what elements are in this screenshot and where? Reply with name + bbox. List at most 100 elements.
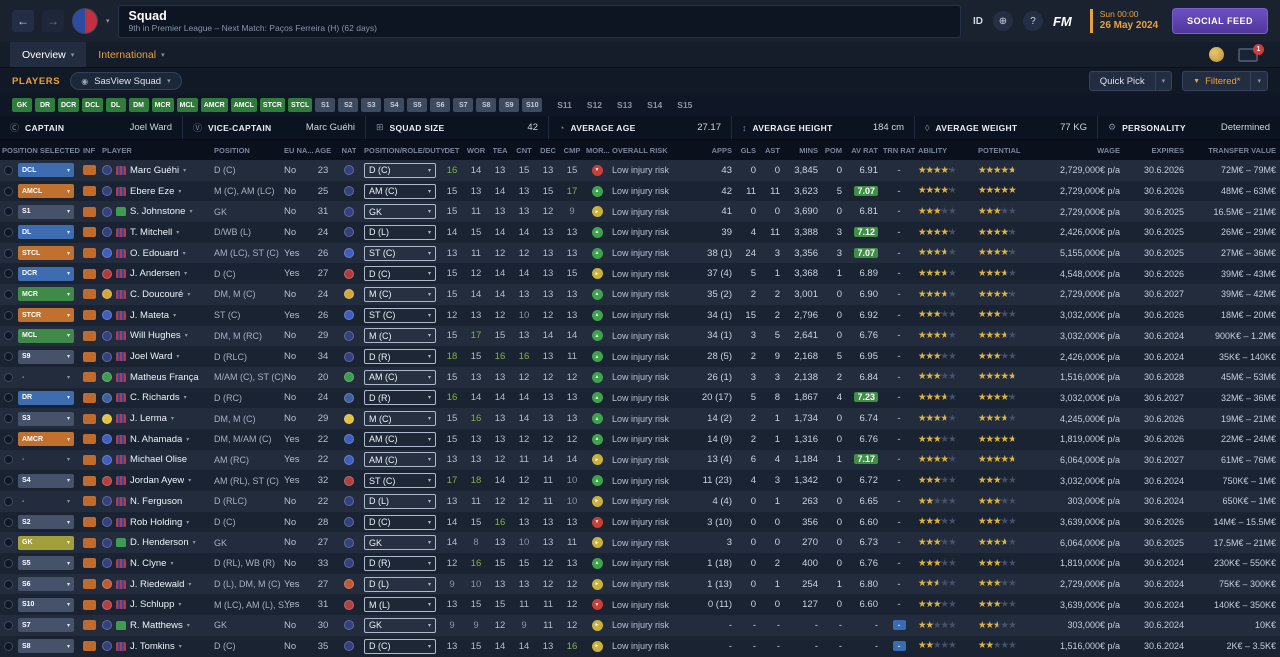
info-flag-icon[interactable] <box>82 268 96 279</box>
help-icon[interactable]: ? <box>1022 11 1043 31</box>
player-cell[interactable]: N. Clyne ▾ <box>100 558 212 569</box>
slot-label-s12[interactable]: S12 <box>586 100 603 110</box>
position-selected-dropdown[interactable]: DCL ▾ <box>18 163 74 178</box>
position-selected-dropdown[interactable]: S8 ▾ <box>18 639 74 654</box>
slot-filter-chip-s5[interactable]: S5 <box>407 98 428 112</box>
position-selected-dropdown[interactable]: S4 ▾ <box>18 473 74 488</box>
inbox-monitor-icon[interactable]: 1 <box>1238 43 1264 62</box>
position-filter-chip-mcr[interactable]: MCR <box>151 98 174 112</box>
info-flag-icon[interactable] <box>82 227 96 238</box>
position-filter-chip-amcl[interactable]: AMCL <box>230 98 257 112</box>
player-cell[interactable]: S. Johnstone ▾ <box>100 206 212 217</box>
quick-pick-chevron[interactable]: ▾ <box>1155 71 1173 91</box>
row-select-checkbox[interactable] <box>3 207 13 217</box>
info-flag-icon[interactable] <box>82 454 96 465</box>
player-cell[interactable]: J. Andersen ▾ <box>100 268 212 279</box>
position-selected-dropdown[interactable]: AMCR ▾ <box>18 432 74 447</box>
role-duty-dropdown[interactable]: D (C) ▾ <box>364 514 436 530</box>
position-selected-dropdown[interactable]: STCR ▾ <box>18 308 74 323</box>
role-duty-dropdown[interactable]: AM (C) ▾ <box>364 369 436 385</box>
role-duty-dropdown[interactable]: GK ▾ <box>364 535 436 551</box>
column-header-position-selected[interactable]: POSITION SELECTED <box>2 145 80 155</box>
quick-pick-button[interactable]: Quick Pick <box>1088 71 1156 91</box>
info-value-vice-captain[interactable]: Marc Guéhi <box>305 122 355 133</box>
player-cell[interactable]: J. Riedewald ▾ <box>100 579 212 590</box>
role-duty-dropdown[interactable]: D (C) ▾ <box>364 638 436 654</box>
row-select-checkbox[interactable] <box>3 269 13 279</box>
column-header-transfer-value[interactable]: TRANSFER VALUE <box>1208 145 1276 155</box>
globe-icon[interactable]: ⊕ <box>992 11 1013 31</box>
column-header-potential[interactable]: POTENTIAL <box>978 145 1021 155</box>
row-select-checkbox[interactable] <box>3 517 13 527</box>
slot-filter-chip-s10[interactable]: S10 <box>522 98 543 112</box>
row-select-checkbox[interactable] <box>3 434 13 444</box>
info-flag-icon[interactable] <box>82 599 96 610</box>
player-cell[interactable]: Matheus França <box>100 372 212 383</box>
position-selected-dropdown[interactable]: MCL ▾ <box>18 328 74 343</box>
slot-label-s14[interactable]: S14 <box>647 100 663 110</box>
position-filter-chip-stcr[interactable]: STCR <box>259 98 285 112</box>
position-selected-dropdown[interactable]: - ▾ <box>18 370 74 384</box>
player-cell[interactable]: J. Schlupp ▾ <box>100 599 212 610</box>
role-duty-dropdown[interactable]: D (L) ▾ <box>364 576 436 592</box>
position-selected-dropdown[interactable]: DCR ▾ <box>18 266 74 281</box>
row-select-checkbox[interactable] <box>3 289 13 299</box>
info-flag-icon[interactable] <box>82 558 96 569</box>
role-duty-dropdown[interactable]: GK ▾ <box>364 204 436 220</box>
info-flag-icon[interactable] <box>82 579 96 590</box>
role-duty-dropdown[interactable]: M (C) ▾ <box>364 286 436 302</box>
role-duty-dropdown[interactable]: M (C) ▾ <box>364 411 436 427</box>
role-duty-dropdown[interactable]: ST (C) ▾ <box>364 245 436 261</box>
filter-chevron[interactable]: ▾ <box>1251 71 1268 91</box>
player-cell[interactable]: Ebere Eze ▾ <box>100 186 212 197</box>
role-duty-dropdown[interactable]: D (L) ▾ <box>364 224 436 240</box>
info-flag-icon[interactable] <box>82 310 96 321</box>
player-cell[interactable]: Jordan Ayew ▾ <box>100 475 212 486</box>
slot-filter-chip-s6[interactable]: S6 <box>430 98 451 112</box>
info-value-captain[interactable]: Joel Ward <box>129 122 172 133</box>
info-flag-icon[interactable] <box>82 475 96 486</box>
filter-button[interactable]: ▼ Filtered* <box>1182 71 1252 91</box>
player-cell[interactable]: J. Lerma ▾ <box>100 413 212 424</box>
position-filter-chip-dm[interactable]: DM <box>128 98 149 112</box>
column-header-position-role-duty[interactable]: POSITION/ROLE/DUTY <box>364 145 446 155</box>
player-cell[interactable]: R. Matthews ▾ <box>100 620 212 631</box>
role-duty-dropdown[interactable]: AM (C) ▾ <box>364 183 436 199</box>
row-select-checkbox[interactable] <box>3 186 13 196</box>
info-flag-icon[interactable] <box>82 537 96 548</box>
row-select-checkbox[interactable] <box>3 165 13 175</box>
row-select-checkbox[interactable] <box>3 579 13 589</box>
position-selected-dropdown[interactable]: GK ▾ <box>18 535 74 550</box>
role-duty-dropdown[interactable]: ST (C) ▾ <box>364 307 436 323</box>
row-select-checkbox[interactable] <box>3 558 13 568</box>
column-header-ability[interactable]: ABILITY <box>918 145 948 155</box>
column-header-overall-risk[interactable]: OVERALL RISK <box>612 145 668 155</box>
position-filter-chip-amcr[interactable]: AMCR <box>200 98 228 112</box>
slot-filter-chip-s2[interactable]: S2 <box>338 98 359 112</box>
row-select-checkbox[interactable] <box>3 641 13 651</box>
column-header-apps[interactable]: APPS <box>711 145 732 155</box>
row-select-checkbox[interactable] <box>3 600 13 610</box>
role-duty-dropdown[interactable]: GK ▾ <box>364 617 436 633</box>
role-duty-dropdown[interactable]: M (C) ▾ <box>364 328 436 344</box>
role-duty-dropdown[interactable]: AM (C) ▾ <box>364 452 436 468</box>
info-flag-icon[interactable] <box>82 413 96 424</box>
player-cell[interactable]: J. Mateta ▾ <box>100 310 212 321</box>
column-header-det[interactable]: DET <box>444 145 460 155</box>
column-header-expires[interactable]: EXPIRES <box>1151 145 1184 155</box>
column-header-trn-rat[interactable]: TRN RAT <box>882 145 916 155</box>
row-select-checkbox[interactable] <box>3 331 13 341</box>
info-flag-icon[interactable] <box>82 351 96 362</box>
player-cell[interactable]: Rob Holding ▾ <box>100 517 212 528</box>
position-filter-chip-stcl[interactable]: STCL <box>287 98 313 112</box>
row-select-checkbox[interactable] <box>3 455 13 465</box>
position-filter-chip-mcl[interactable]: MCL <box>176 98 198 112</box>
id-button[interactable]: ID <box>972 15 983 27</box>
position-selected-dropdown[interactable]: AMCL ▾ <box>18 184 74 199</box>
column-header-mins[interactable]: MINS <box>799 145 818 155</box>
info-flag-icon[interactable] <box>82 206 96 217</box>
row-select-checkbox[interactable] <box>3 476 13 486</box>
position-selected-dropdown[interactable]: DR ▾ <box>18 390 74 405</box>
slot-filter-chip-s3[interactable]: S3 <box>361 98 382 112</box>
position-selected-dropdown[interactable]: S7 ▾ <box>18 618 74 633</box>
